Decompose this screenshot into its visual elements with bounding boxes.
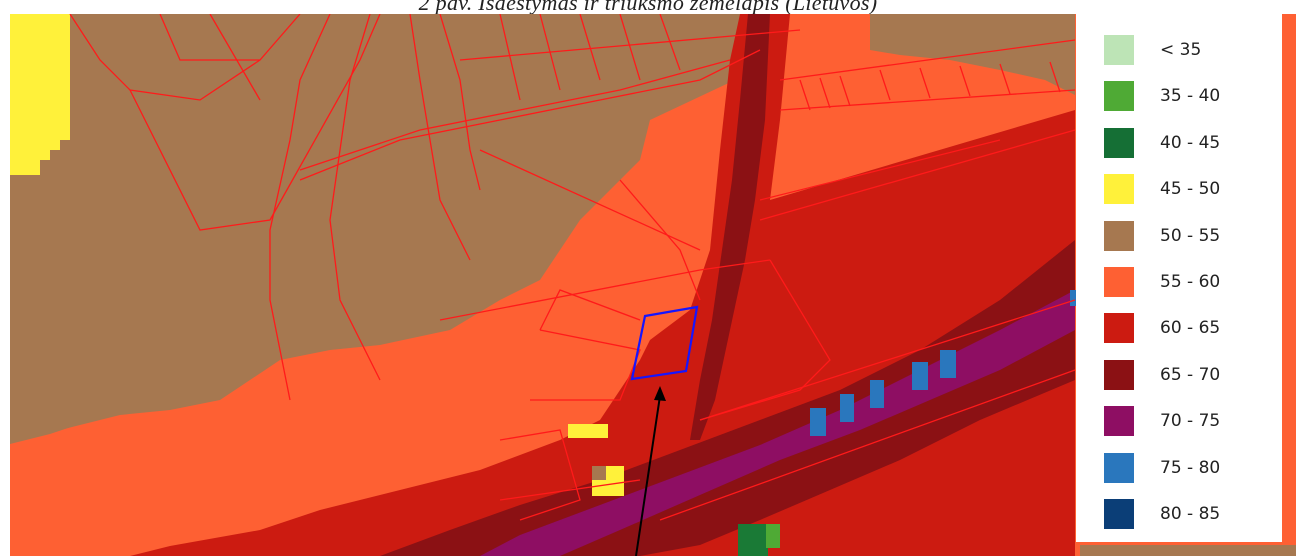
zone-75-80-patch-5 xyxy=(810,408,826,436)
legend-label: 60 - 65 xyxy=(1160,318,1221,339)
zone-50-55-patch-small xyxy=(592,466,606,480)
legend-label: 80 - 85 xyxy=(1160,504,1221,524)
legend-label: 35 - 40 xyxy=(1160,86,1221,107)
legend-swatch xyxy=(1104,406,1134,437)
legend-swatch xyxy=(1104,174,1134,205)
legend-item: 70 - 75 xyxy=(1104,406,1221,437)
legend-swatch xyxy=(1104,35,1134,65)
zone-65-70-road xyxy=(690,14,770,440)
map-caption: 2 pav. Išdėstymas ir triukšmo žemėlapis … xyxy=(0,0,1296,14)
legend-swatch xyxy=(1104,452,1134,483)
zone-50-55-steps xyxy=(10,348,260,444)
zone-75-80-patch-2 xyxy=(912,362,928,390)
zone-70-75-band xyxy=(480,290,1075,556)
zone-45-50-left xyxy=(10,14,70,175)
legend-label: 55 - 60 xyxy=(1160,272,1221,292)
pointer-arrow xyxy=(635,386,666,556)
legend-item: < 35 xyxy=(1104,35,1201,65)
legend-label: < 35 xyxy=(1160,40,1202,60)
zone-75-80-patch-6 xyxy=(1070,290,1076,306)
site-outline[interactable] xyxy=(630,305,699,381)
legend-label: 75 - 80 xyxy=(1160,457,1221,478)
zone-45-50-patch-1 xyxy=(568,424,608,438)
legend-label: 65 - 70 xyxy=(1160,364,1221,385)
legend-item: 45 - 50 xyxy=(1104,174,1221,205)
legend-label: 50 - 55 xyxy=(1160,225,1221,246)
legend-swatch xyxy=(1104,267,1134,297)
legend-swatch xyxy=(1104,81,1134,112)
legend-swatch xyxy=(1104,499,1134,529)
legend-swatch xyxy=(1104,220,1134,251)
legend-item: 55 - 60 xyxy=(1104,267,1220,297)
zone-50-55-bottom-right xyxy=(1080,545,1296,556)
legend-label: 70 - 75 xyxy=(1160,411,1221,432)
legend-item: 50 - 55 xyxy=(1104,220,1221,251)
legend-item: 60 - 65 xyxy=(1104,313,1221,344)
zone-50-55-upper-left xyxy=(10,14,740,440)
legend-label: 45 - 50 xyxy=(1160,179,1221,200)
zone-75-80-patch-3 xyxy=(870,380,884,408)
legend-swatch xyxy=(1104,359,1134,390)
legend-item: 40 - 45 xyxy=(1104,127,1221,158)
legend-panel: < 35 35 - 40 40 - 45 45 - 50 50 - 55 55 - 60 6… xyxy=(1076,14,1282,542)
legend-label: 40 - 45 xyxy=(1160,132,1221,153)
legend-item: 80 - 85 xyxy=(1104,499,1220,529)
legend-swatch xyxy=(1104,313,1134,344)
zone-75-80-patch-4 xyxy=(840,394,854,422)
zone-40-45-patch xyxy=(738,524,768,556)
caption-text: 2 pav. Išdėstymas ir triukšmo žemėlapis … xyxy=(418,0,878,14)
zone-35-40-patch xyxy=(766,524,780,548)
legend-item: 75 - 80 xyxy=(1104,452,1221,483)
legend-item: 65 - 70 xyxy=(1104,359,1221,390)
zone-75-80-patch-1 xyxy=(940,350,956,378)
legend-swatch xyxy=(1104,127,1134,158)
parcel-lines xyxy=(69,14,1076,521)
legend-item: 35 - 40 xyxy=(1104,81,1221,112)
zone-65-70-diagonal xyxy=(380,240,1075,556)
